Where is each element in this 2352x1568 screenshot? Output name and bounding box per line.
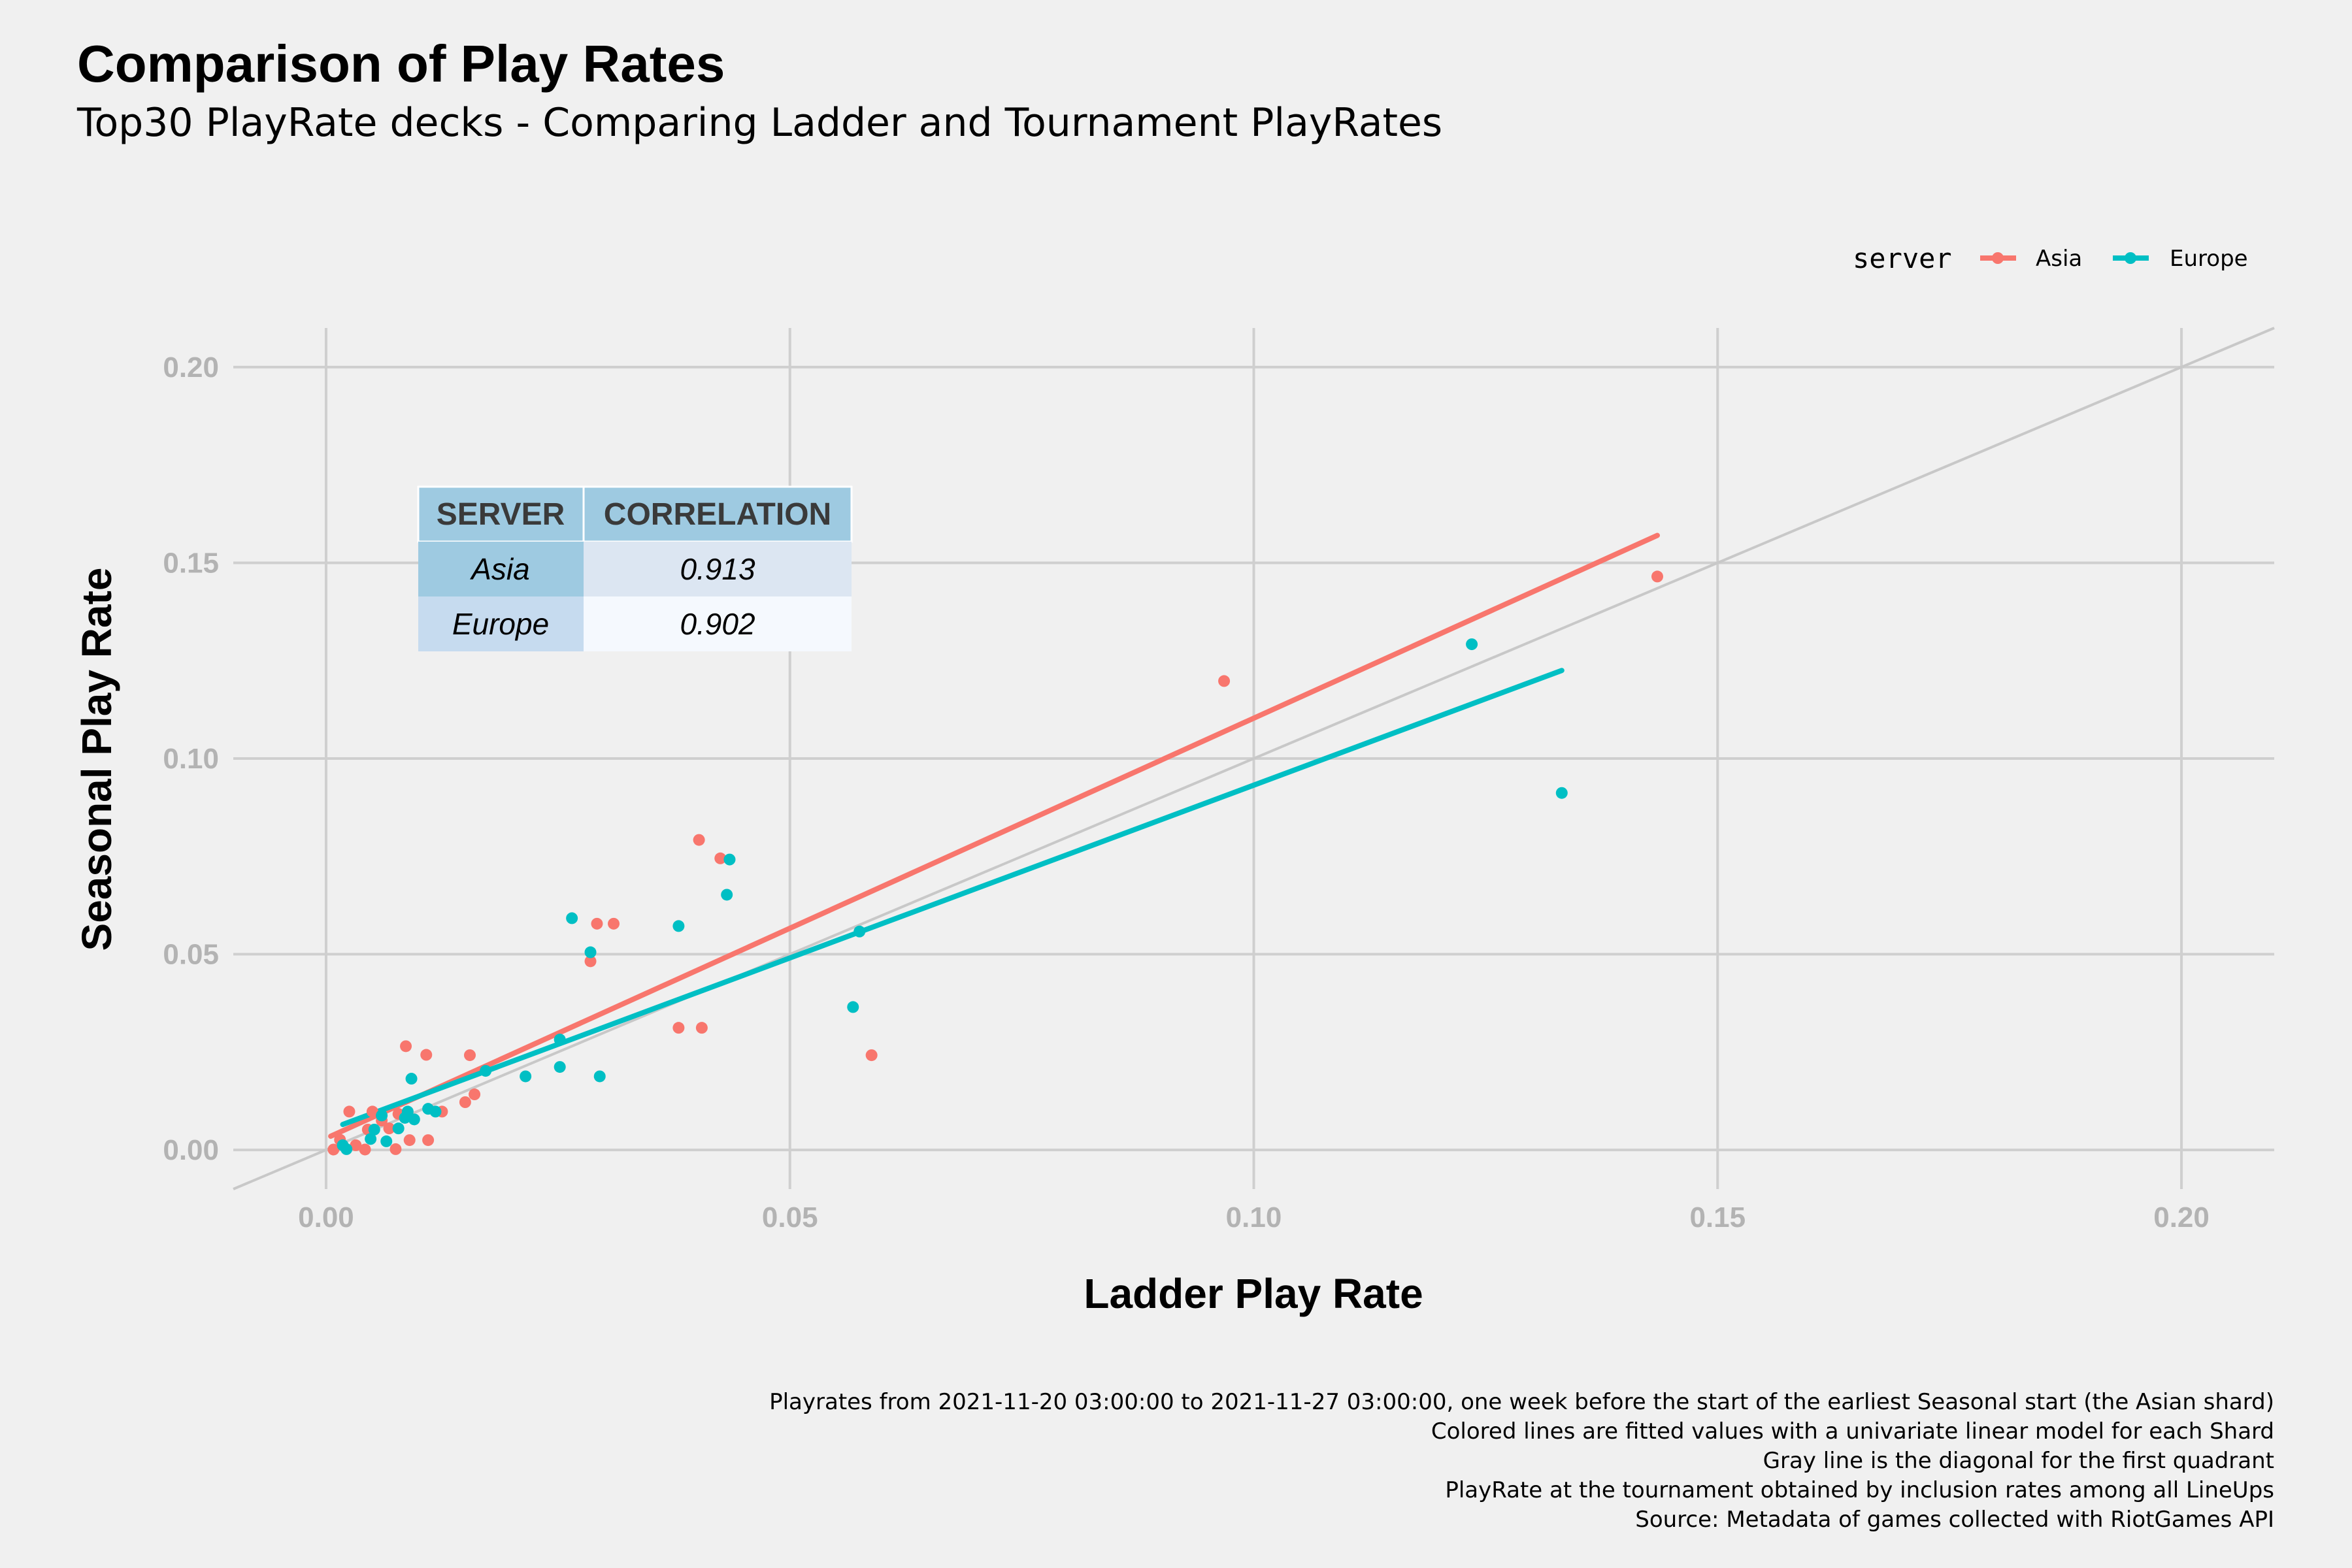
table-header-cell-correlation (582, 485, 853, 543)
data-point-asia (865, 1049, 878, 1062)
data-point-europe (554, 1034, 566, 1046)
caption-line: Colored lines are fitted values with a u… (1431, 1418, 2274, 1445)
table-cell-europe-corr (584, 596, 852, 651)
legend-label-europe: Europe (2170, 246, 2248, 272)
data-point-europe (593, 1070, 606, 1083)
legend-key-dot-asia (1992, 252, 2004, 264)
x-tick-label: 0.10 (1226, 1201, 1282, 1233)
data-point-europe (1466, 638, 1478, 651)
data-point-asia (463, 1049, 476, 1062)
caption-line: PlayRate at the tournament obtained by i… (1445, 1477, 2274, 1503)
caption-line: Playrates from 2021-11-20 03:00:00 to 20… (769, 1389, 2274, 1415)
x-tick-label: 0.15 (1689, 1201, 1746, 1233)
table-cell-correlation: 0.913 (680, 552, 755, 586)
legend: server Asia Europe (1853, 242, 2248, 274)
chart-subtitle: Top30 PlayRate decks - Comparing Ladder … (76, 100, 1442, 146)
x-tick-label: 0.05 (762, 1201, 818, 1233)
table-cell-correlation: 0.902 (680, 607, 755, 641)
table-cell-server: Europe (452, 607, 549, 641)
tick-labels: 0.00 0.05 0.10 0.15 0.20 0.00 0.05 0.10 0.15 0.20 (163, 351, 2210, 1233)
legend-title: server (1853, 242, 1952, 274)
correlation-table: SERVER CORRELATION Asia 0.913 Europe 0.9… (417, 485, 853, 651)
data-point-asia (389, 1143, 402, 1155)
data-point-asia (359, 1143, 371, 1156)
caption-line: Gray line is the diagonal for the first … (1763, 1448, 2274, 1474)
data-point-asia (343, 1105, 356, 1118)
data-point-europe (392, 1122, 405, 1135)
data-point-asia (695, 1022, 708, 1034)
data-point-asia (422, 1134, 435, 1147)
data-point-europe (376, 1109, 388, 1122)
data-point-asia (584, 955, 597, 968)
x-axis-title: Ladder Play Rate (1084, 1270, 1423, 1317)
data-point-asia (714, 852, 727, 864)
legend-label-asia: Asia (2036, 246, 2082, 272)
data-point-europe (853, 925, 866, 938)
legend-entry-asia: Asia (1980, 246, 2082, 272)
data-point-europe (380, 1135, 393, 1147)
legend-key-dot-europe (2125, 252, 2136, 264)
data-point-asia (672, 1022, 685, 1034)
data-point-asia (420, 1049, 433, 1061)
table-header-server: SERVER (437, 497, 565, 532)
data-point-europe (584, 946, 597, 958)
data-point-asia (591, 917, 603, 930)
data-point-asia (383, 1122, 395, 1135)
y-tick-label: 0.00 (163, 1134, 219, 1166)
diagonal-line (233, 327, 2275, 1190)
data-point-europe (721, 889, 733, 901)
data-point-europe (847, 1001, 859, 1013)
legend-entry-europe: Europe (2113, 246, 2248, 272)
data-point-asia (1651, 570, 1664, 583)
data-point-europe (520, 1070, 532, 1083)
y-tick-label: 0.10 (163, 743, 219, 775)
fit-line-asia (328, 532, 1661, 1139)
x-tick-label: 0.00 (298, 1201, 354, 1233)
y-axis-title: Seasonal Play Rate (73, 568, 120, 951)
data-point-asia (469, 1088, 481, 1101)
data-point-europe (566, 912, 578, 924)
data-point-europe (672, 920, 685, 932)
data-point-europe (429, 1105, 442, 1118)
data-point-europe (365, 1133, 377, 1145)
data-point-europe (1555, 787, 1568, 799)
caption: Playrates from 2021-11-20 03:00:00 to 20… (769, 1389, 2274, 1533)
chart-title: Comparison of Play Rates (77, 35, 725, 93)
data-point-europe (408, 1113, 420, 1126)
data-point-europe (401, 1105, 414, 1118)
y-tick-label: 0.05 (163, 939, 219, 971)
table-cell-asia-corr (584, 542, 852, 596)
table-header-correlation: CORRELATION (604, 497, 831, 532)
data-point-asia (403, 1134, 416, 1147)
data-point-asia (400, 1040, 412, 1053)
table-cell-asia-server (418, 542, 584, 596)
y-tick-label: 0.15 (163, 547, 219, 579)
data-point-asia (366, 1105, 378, 1118)
data-point-asia (1218, 675, 1231, 687)
data-point-europe (368, 1123, 380, 1135)
table-cell-europe-server (418, 596, 584, 651)
data-point-europe (480, 1065, 492, 1077)
y-tick-label: 0.20 (163, 351, 219, 384)
data-point-asia (350, 1139, 362, 1151)
data-point-asia (459, 1096, 471, 1109)
data-point-asia (608, 917, 620, 930)
table-cell-server: Asia (469, 552, 529, 586)
data-point-europe (554, 1061, 566, 1073)
data-point-europe (405, 1073, 418, 1085)
data-point-asia (693, 834, 705, 846)
caption-line: Source: Metadata of games collected with… (1635, 1507, 2274, 1533)
x-tick-label: 0.20 (2153, 1201, 2210, 1233)
data-point-asia (327, 1143, 340, 1156)
fit-line-europe (340, 668, 1565, 1128)
data-point-europe (340, 1143, 353, 1155)
plot-marks (233, 327, 2275, 1190)
data-point-europe (723, 853, 736, 866)
